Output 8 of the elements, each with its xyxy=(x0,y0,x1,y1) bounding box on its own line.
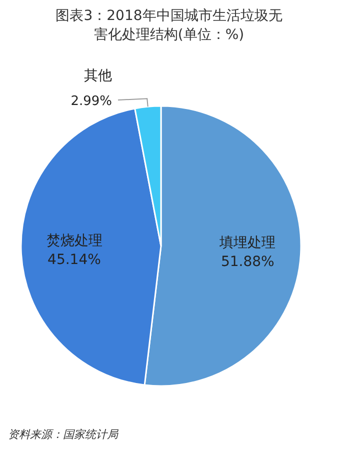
data-label: 51.88% xyxy=(220,254,274,270)
data-label: 45.14% xyxy=(48,252,101,268)
slice-label: 焚烧处理 xyxy=(46,233,102,250)
text: 资料来源：国家统计局 xyxy=(8,428,119,441)
slice-label: 填埋处理 xyxy=(218,235,276,252)
slice-label: 其他 xyxy=(84,68,112,84)
chart-title: 图表3：2018年中国城市生活垃圾无害化处理结构(单位：%) xyxy=(56,8,282,43)
data-label: 2.99% xyxy=(70,94,112,109)
